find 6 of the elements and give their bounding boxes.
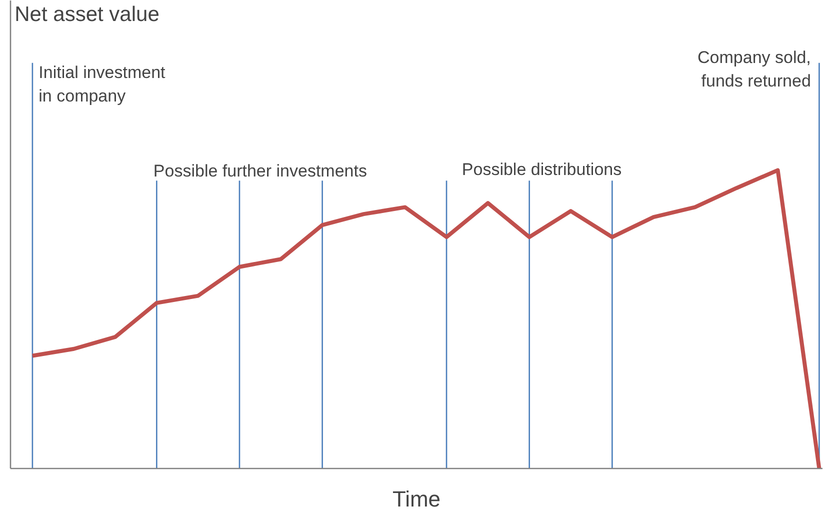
text: Initial investment in company [38,62,166,106]
text: Net asset value [14,3,160,26]
text: Company sold, funds returned [698,48,811,91]
annotation: Possible further investments [153,161,367,180]
annotation: Possible distributions [462,160,622,179]
x-axis-title: Time [392,486,441,512]
